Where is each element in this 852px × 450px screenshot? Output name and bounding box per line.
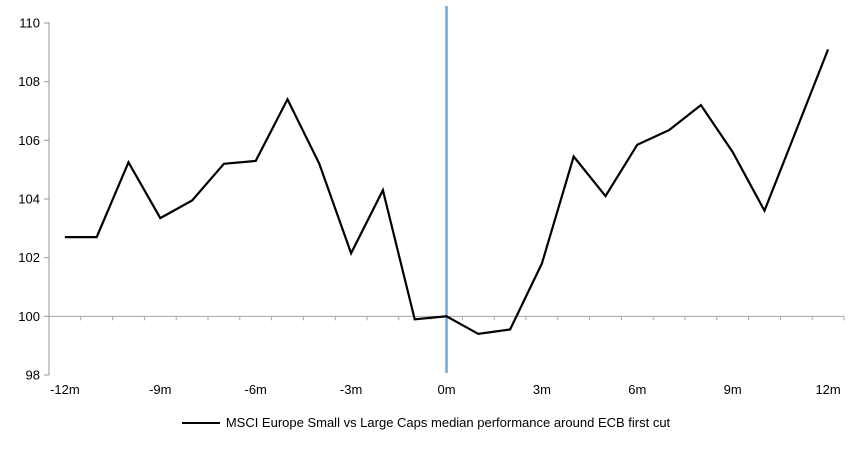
y-axis-label: 102 bbox=[18, 250, 40, 265]
x-axis-label: 0m bbox=[437, 382, 455, 397]
x-axis-label: -3m bbox=[340, 382, 362, 397]
x-axis-label: -6m bbox=[245, 382, 267, 397]
x-axis-label: -12m bbox=[50, 382, 80, 397]
legend-label: MSCI Europe Small vs Large Caps median p… bbox=[225, 415, 671, 430]
y-axis-label: 108 bbox=[18, 74, 40, 89]
x-axis-label: 9m bbox=[724, 382, 742, 397]
y-axis-label: 110 bbox=[19, 16, 40, 31]
legend-line-sample bbox=[181, 422, 220, 424]
x-axis-label: -9m bbox=[149, 382, 171, 397]
y-axis-label: 104 bbox=[18, 192, 40, 207]
line-chart-plot: 98 100 102 104 106 108 110 -12m -9m -6m -3m 0m 3m 6m 9… bbox=[18, 6, 845, 397]
y-axis-label: 98 bbox=[26, 368, 40, 383]
series-line bbox=[64, 48, 830, 336]
y-axis-label: 100 bbox=[18, 309, 40, 324]
legend: MSCI Europe Small vs Large Caps median p… bbox=[0, 415, 852, 431]
x-axis-label: 6m bbox=[628, 382, 646, 397]
y-axis-label: 106 bbox=[18, 133, 40, 148]
x-axis-label: 3m bbox=[533, 382, 551, 397]
x-axis-label: 12m bbox=[815, 382, 840, 397]
